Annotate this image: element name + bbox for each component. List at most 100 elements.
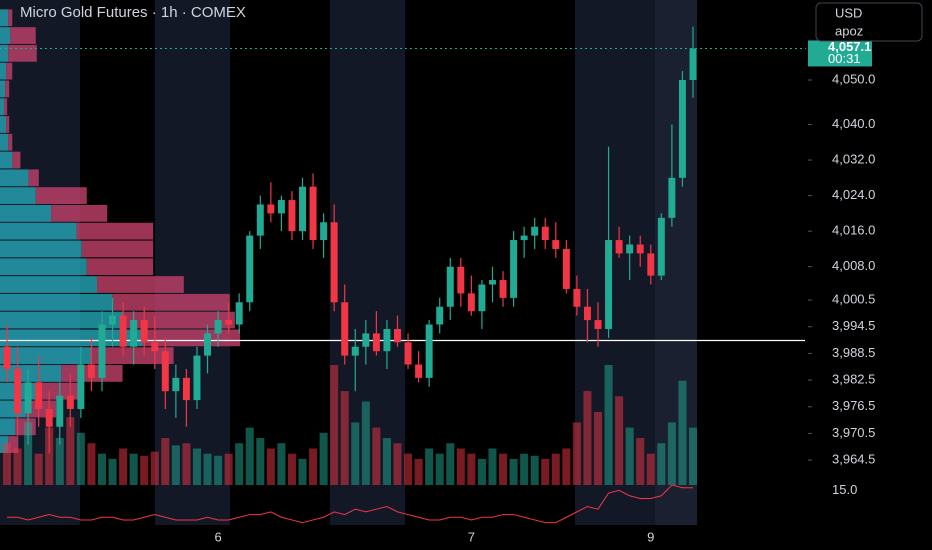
profile-bar	[0, 9, 9, 27]
account: apoz	[835, 23, 863, 38]
candle-body	[109, 315, 117, 325]
candle-body	[499, 280, 507, 298]
candle-body	[246, 235, 254, 303]
profile-bar	[0, 80, 6, 98]
candle-body	[467, 293, 475, 312]
volume-bar	[97, 453, 106, 485]
volume-bar	[129, 453, 138, 485]
candle-body	[235, 302, 243, 325]
profile-bar	[0, 27, 11, 44]
volume-bar	[203, 453, 212, 485]
volume-bar	[372, 427, 381, 485]
candle-body	[510, 240, 518, 298]
profile-bar	[0, 187, 36, 204]
volume-bar	[477, 458, 486, 485]
candle-body	[605, 240, 613, 329]
candle-body	[372, 333, 380, 352]
profile-bar	[97, 276, 184, 293]
profile-bar	[10, 27, 36, 44]
candle-body	[77, 364, 85, 409]
profile-bar	[8, 9, 13, 27]
profile-bar	[0, 222, 77, 240]
profile-bar	[142, 329, 240, 347]
volume-bar	[678, 380, 687, 485]
candle-body	[225, 320, 233, 325]
volume-bar	[298, 458, 307, 485]
candle-body	[615, 240, 623, 254]
y-tick-label: 4,040.0	[832, 116, 875, 131]
y-tick-label: 3,970.5	[832, 425, 875, 440]
volume-bar	[76, 432, 85, 485]
candle-body	[182, 377, 190, 401]
volume-bar	[615, 396, 624, 485]
profile-bar	[5, 80, 10, 98]
volume-bar	[340, 391, 349, 485]
candle-body	[457, 266, 465, 294]
volume-bar	[256, 438, 265, 485]
volume-bar	[382, 438, 391, 485]
candle-body	[119, 315, 127, 347]
volume-bar	[509, 458, 518, 485]
profile-bar	[112, 293, 230, 311]
volume-bar	[646, 453, 655, 485]
volume-bar	[404, 453, 413, 485]
candle-body	[288, 200, 296, 232]
profile-bar	[12, 151, 21, 169]
candle-body	[172, 377, 180, 392]
candle-body	[267, 204, 275, 214]
volume-bar	[583, 391, 592, 485]
candle-body	[277, 200, 285, 214]
profile-bar	[0, 240, 82, 258]
candle-body	[488, 280, 496, 285]
candle-body	[98, 324, 106, 378]
volume-bar	[657, 443, 666, 485]
candle-body	[689, 48, 697, 81]
volume-bar	[224, 453, 233, 485]
volume-bar	[667, 422, 676, 485]
profile-bar	[0, 418, 16, 436]
volume-bar	[140, 455, 149, 485]
candle-body	[573, 288, 581, 307]
profile-bar	[0, 400, 26, 418]
volume-bar	[467, 453, 476, 485]
countdown: 00:31	[828, 51, 861, 66]
candle-body	[3, 346, 11, 369]
candle-body	[130, 320, 138, 347]
chart-title: Micro Gold Futures · 1h · COMEX	[20, 4, 246, 21]
candle-body	[151, 342, 159, 352]
volume-bar	[551, 453, 560, 485]
profile-bar	[0, 98, 5, 116]
x-tick-label: 6	[214, 529, 221, 544]
profile-bar	[40, 382, 82, 400]
volume-bar	[2, 443, 12, 485]
candle-body	[140, 320, 148, 343]
currency-box[interactable]	[815, 2, 923, 42]
candle-body	[626, 244, 634, 254]
volume-bar	[572, 422, 581, 485]
candle-body	[214, 320, 222, 334]
profile-bar	[0, 258, 87, 276]
volume-bar	[594, 411, 603, 485]
candle-body	[478, 284, 486, 312]
volume-bar	[24, 422, 33, 485]
candle-body	[299, 186, 306, 232]
profile-bar	[0, 347, 92, 365]
candle-body	[594, 320, 602, 329]
volume-bar	[34, 453, 43, 485]
profile-bar	[0, 44, 9, 62]
profile-bar	[76, 222, 154, 240]
indicator-tick-label: 15.0	[832, 482, 857, 497]
candle-body	[362, 333, 370, 347]
indicator-line	[7, 484, 693, 524]
y-tick-label: 4,032.0	[832, 151, 875, 166]
volume-bar	[182, 443, 191, 485]
candle-body	[425, 324, 433, 378]
profile-bar	[8, 436, 19, 453]
candle-body	[436, 306, 444, 325]
candle-body	[531, 226, 539, 236]
volume-bar	[414, 458, 423, 485]
volume-bar	[319, 432, 328, 485]
candle-body	[552, 240, 560, 249]
candle-body	[678, 80, 686, 178]
